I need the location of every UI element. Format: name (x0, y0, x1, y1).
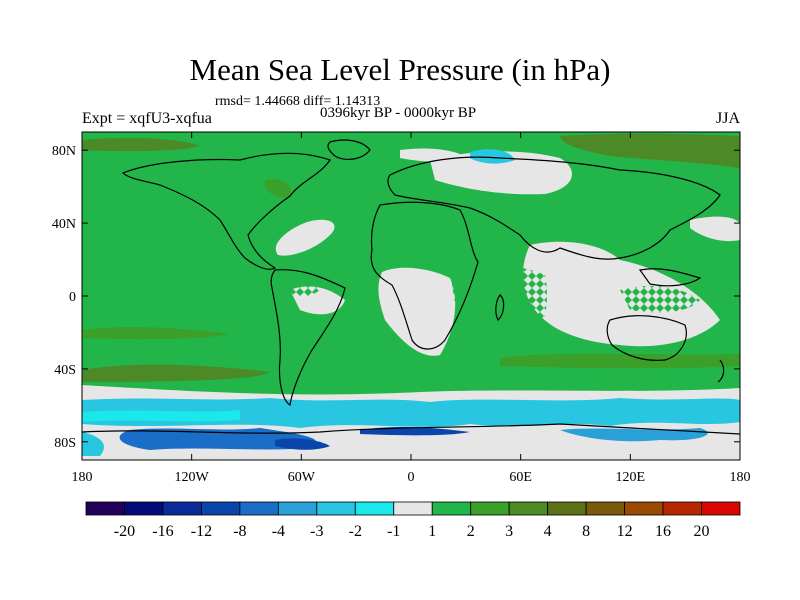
map-title: Mean Sea Level Pressure (in hPa) (189, 52, 611, 87)
x-tick-label: 0 (408, 470, 415, 485)
colorbar-label: 8 (582, 523, 590, 540)
y-tick-label: 80S (54, 436, 76, 451)
x-tick-label: 180 (730, 470, 751, 485)
field-pacific-positive (82, 327, 230, 340)
colorbar-label: 2 (467, 523, 475, 540)
colorbar-label: -12 (191, 523, 212, 540)
experiment-label: Expt = xqfU3-xqfua (82, 110, 212, 127)
colorbar-swatch (162, 501, 202, 516)
x-tick-label: 120E (616, 470, 646, 485)
colorbar-swatch (662, 501, 702, 516)
rmsd-diff-stats: rmsd= 1.44668 diff= 1.14313 (215, 94, 381, 109)
outline-greenland (327, 139, 371, 160)
outline-south-america (270, 269, 346, 406)
y-tick-label: 40N (52, 217, 76, 232)
field-arctic-positive (82, 138, 200, 152)
colorbar-label: -20 (114, 523, 135, 540)
colorbar-label: -8 (233, 523, 246, 540)
colorbar-label: -4 (272, 523, 285, 540)
colorbar-label: -16 (152, 523, 173, 540)
outline-eurasia (387, 156, 721, 260)
colorbar-swatch (585, 501, 625, 516)
colorbar-label: 1 (428, 523, 436, 540)
colorbar-label: 16 (655, 523, 671, 540)
field-siberia-positive (560, 133, 740, 168)
field-npacific-neutral (690, 216, 740, 242)
colorbar-label: 20 (694, 523, 710, 540)
colorbar-swatch (470, 501, 510, 516)
outline-maritime-continent (638, 268, 702, 287)
outline-australia (606, 315, 687, 361)
outline-north-america (121, 152, 331, 270)
colorbar-swatch (201, 501, 241, 516)
colorbar-label: 4 (544, 523, 552, 540)
y-tick-label: 80N (52, 144, 76, 159)
colorbar-label: -1 (387, 523, 400, 540)
field-arctic-negative (470, 149, 515, 164)
colorbar-swatch (701, 501, 741, 516)
field-arctic-neutral (430, 151, 572, 195)
y-tick-label: 0 (69, 290, 76, 305)
x-tick-label: 60W (288, 470, 316, 485)
colorbar-label: 12 (617, 523, 633, 540)
field-southern-negative (82, 398, 740, 428)
field-hatched-3 (290, 282, 320, 297)
colorbar: -20 -16 -12 -8 -4 -3 -2 -1 1 2 3 4 8 12 16 20 (85, 501, 741, 540)
colorbar-swatch (277, 501, 318, 516)
x-tick-label: 180 (72, 470, 93, 485)
coastlines (82, 139, 740, 435)
season-label: JJA (715, 110, 740, 127)
time-period-label: 0396kyr BP - 0000kyr BP (320, 105, 477, 121)
colorbar-swatch (85, 501, 125, 516)
map-plot-area (82, 132, 740, 460)
colorbar-swatch (547, 501, 587, 516)
field-africa-neutral (378, 267, 456, 356)
outline-new-zealand (717, 359, 725, 383)
field-hatched-1 (450, 265, 547, 343)
colorbar-swatch (316, 501, 356, 516)
field-southern-negative-light (82, 410, 240, 422)
outline-madagascar (495, 294, 505, 321)
colorbar-swatch (431, 501, 472, 516)
field-antarctic-negative-2 (275, 438, 330, 450)
colorbar-swatch (239, 501, 279, 516)
outline-africa (370, 201, 479, 350)
x-tick-label: 60E (509, 470, 532, 485)
colorbar-label: -2 (349, 523, 362, 540)
colorbar-swatch (508, 501, 549, 516)
colorbar-swatch (354, 501, 395, 516)
colorbar-label: -3 (310, 523, 323, 540)
colorbar-swatch (624, 501, 664, 516)
outline-antarctica (82, 423, 740, 435)
field-hatched-2 (620, 285, 700, 313)
y-tick-label: 40S (54, 363, 76, 378)
x-tick-label: 120W (175, 470, 210, 485)
colorbar-label: 3 (505, 523, 513, 540)
colorbar-swatch (124, 501, 164, 516)
field-antarctic-negative-5 (82, 432, 104, 456)
colorbar-swatch (393, 501, 433, 516)
field-antarctic-negative-4 (560, 428, 708, 442)
field-natlantic-neutral (275, 219, 335, 256)
field-na-positive (265, 178, 291, 198)
field-south-positive (82, 364, 270, 382)
field-south-positive-2 (500, 353, 740, 369)
axis-ticks: 180 120W 60W 0 60E 120E 180 80N 40N 0 40S 80S (52, 132, 751, 485)
